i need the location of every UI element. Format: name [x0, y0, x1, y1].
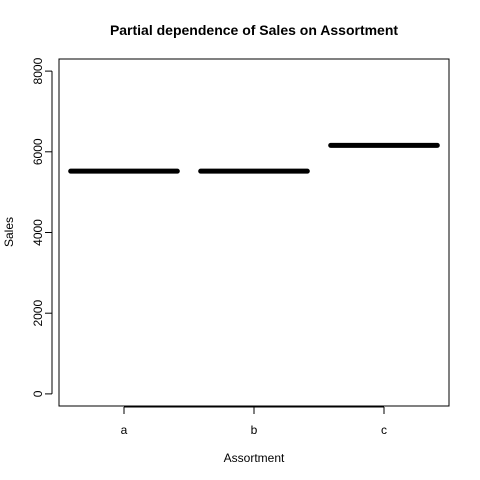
x-tick-label-a: a	[121, 423, 128, 437]
x-axis-label: Assortment	[224, 451, 285, 465]
chart-title: Partial dependence of Sales on Assortmen…	[110, 22, 398, 38]
x-tick-label-b: b	[251, 423, 258, 437]
x-axis: a b c	[121, 406, 387, 437]
y-tick-label: 4000	[31, 219, 45, 246]
y-axis: 0 2000 4000 6000 8000	[31, 57, 53, 397]
series-segments	[68, 142, 440, 174]
x-tick-label-c: c	[381, 423, 387, 437]
y-tick-label: 8000	[31, 57, 45, 84]
y-tick-label: 0	[31, 390, 45, 397]
y-tick-label: 2000	[31, 300, 45, 327]
plot-area-frame	[58, 58, 450, 407]
y-tick-label: 6000	[31, 138, 45, 165]
y-axis-label: Sales	[2, 217, 16, 247]
